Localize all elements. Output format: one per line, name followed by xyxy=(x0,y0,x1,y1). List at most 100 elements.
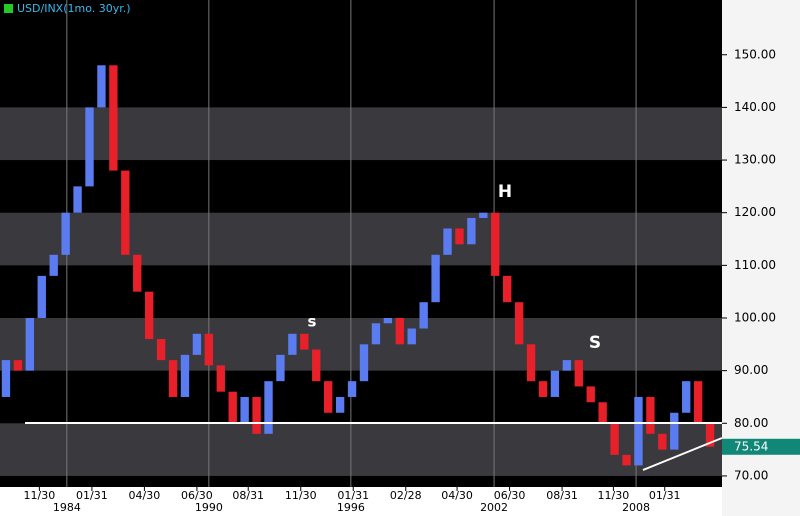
annotation: S xyxy=(589,333,601,353)
candle xyxy=(312,349,321,382)
candle xyxy=(514,302,524,345)
candle xyxy=(264,381,273,434)
candle xyxy=(622,454,631,466)
trend-line xyxy=(642,437,723,471)
y-tick-label: 100.00 xyxy=(734,310,776,324)
candle xyxy=(598,402,607,424)
y-tick-label: 120.00 xyxy=(734,205,776,219)
candle xyxy=(670,412,679,450)
candle xyxy=(240,396,249,424)
candle xyxy=(419,302,428,329)
annotation: H xyxy=(498,182,512,202)
grid-band xyxy=(0,107,722,161)
x-tick-label: 01/31 xyxy=(649,489,681,502)
grid-band xyxy=(0,423,722,476)
candle xyxy=(204,333,214,366)
x-year-label: 2008 xyxy=(622,501,650,514)
legend-swatch xyxy=(4,4,13,13)
candle xyxy=(479,212,488,218)
candle xyxy=(25,317,35,371)
candle xyxy=(586,386,595,403)
x-tick-label: 04/30 xyxy=(441,489,473,502)
x-tick-label: 01/31 xyxy=(76,489,108,502)
candle xyxy=(359,344,369,382)
y-tick-label: 130.00 xyxy=(734,153,776,167)
candle xyxy=(538,381,548,397)
candle xyxy=(443,228,452,255)
x-year-label: 1984 xyxy=(53,501,81,514)
x-tick-label: 08/31 xyxy=(232,489,264,502)
candle xyxy=(37,275,46,318)
x-tick-label: 06/30 xyxy=(494,489,526,502)
y-tick-label: 90.00 xyxy=(734,363,768,377)
y-tick-label: 80.00 xyxy=(734,416,768,430)
candle xyxy=(658,433,667,450)
candle xyxy=(693,381,703,424)
candle xyxy=(73,186,82,213)
candle xyxy=(491,212,500,276)
candle xyxy=(180,354,190,397)
candle xyxy=(288,333,297,355)
candle xyxy=(610,423,619,455)
candle xyxy=(168,360,178,397)
candle xyxy=(97,65,106,108)
candle xyxy=(192,333,202,355)
candle xyxy=(121,170,130,255)
candle xyxy=(252,396,261,434)
x-year-label: 1996 xyxy=(337,501,365,514)
x-tick-label: 11/30 xyxy=(24,489,56,502)
y-tick-label: 70.00 xyxy=(734,468,768,482)
x-tick-label: 08/31 xyxy=(546,489,578,502)
candle xyxy=(109,65,118,171)
candle xyxy=(682,381,691,413)
chart-title: USD/INX(1mo. 30yr.) xyxy=(17,2,131,15)
candle xyxy=(407,328,416,345)
last-price-box xyxy=(722,438,800,455)
last-price-label: 75.54 xyxy=(734,439,768,453)
candle xyxy=(276,354,285,382)
y-tick-label: 110.00 xyxy=(734,258,776,272)
candle xyxy=(550,370,560,397)
x-tick-label: 04/30 xyxy=(129,489,161,502)
candle xyxy=(562,360,572,371)
candle xyxy=(371,323,381,345)
x-year-label: 1990 xyxy=(195,501,223,514)
candle xyxy=(1,360,11,397)
candle xyxy=(133,254,142,292)
candle xyxy=(574,360,583,387)
candle xyxy=(13,360,23,371)
candle xyxy=(156,339,166,361)
x-tick-label: 11/30 xyxy=(285,489,317,502)
candle xyxy=(144,291,154,340)
candle xyxy=(347,381,357,397)
candle xyxy=(467,217,476,245)
candle xyxy=(455,228,464,245)
candle xyxy=(49,254,58,276)
x-year-label: 2002 xyxy=(480,501,508,514)
candle xyxy=(383,317,393,324)
x-tick-label: 11/30 xyxy=(598,489,630,502)
candle xyxy=(634,396,643,466)
x-tick-label: 02/28 xyxy=(390,489,422,502)
candle xyxy=(646,396,655,434)
candle xyxy=(61,212,70,255)
candle xyxy=(335,396,345,413)
grid-band xyxy=(0,212,722,266)
candle xyxy=(431,254,440,303)
candle xyxy=(85,107,94,187)
candle xyxy=(705,423,715,447)
y-tick-label: 140.00 xyxy=(734,100,776,114)
annotation: s xyxy=(308,313,317,331)
axis-panel xyxy=(722,0,800,516)
x-tick-label: 01/31 xyxy=(337,489,369,502)
x-tick-label: 06/30 xyxy=(181,489,213,502)
candle xyxy=(228,391,237,424)
y-tick-label: 150.00 xyxy=(734,47,776,61)
candle xyxy=(300,333,309,350)
candle xyxy=(324,381,333,413)
candle xyxy=(395,317,404,345)
candle xyxy=(526,344,536,382)
candle xyxy=(216,365,225,392)
